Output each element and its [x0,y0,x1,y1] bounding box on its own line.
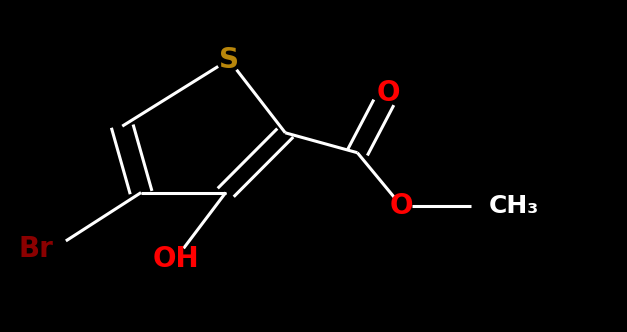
Text: O: O [389,192,413,220]
Text: S: S [219,46,239,74]
Text: Br: Br [18,235,53,263]
Text: CH₃: CH₃ [489,194,539,218]
Text: O: O [377,79,401,107]
Text: OH: OH [152,245,199,273]
